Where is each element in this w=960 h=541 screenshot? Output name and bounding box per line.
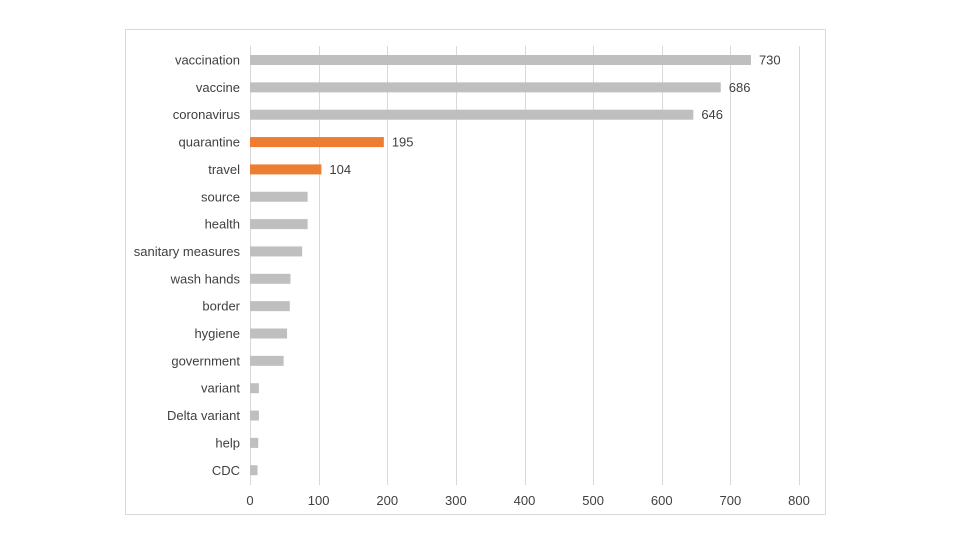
category-labels: vaccination vaccine coronavirus quarantine t… xyxy=(134,53,241,478)
bar-chart: vaccination vaccine coronavirus quarantine t… xyxy=(134,46,810,508)
data-label: 195 xyxy=(392,135,414,150)
bar-health xyxy=(250,219,308,230)
bars xyxy=(250,55,751,476)
data-label: 730 xyxy=(759,53,781,68)
category-label: wash hands xyxy=(170,271,241,286)
category-label: health xyxy=(205,217,240,232)
chart-frame: vaccination vaccine coronavirus quarantine t… xyxy=(125,29,826,515)
data-label: 686 xyxy=(729,80,751,95)
category-label: Delta variant xyxy=(167,408,240,423)
data-label: 646 xyxy=(701,107,723,122)
category-label: travel xyxy=(208,162,240,177)
bar-government xyxy=(250,355,284,366)
category-label: hygiene xyxy=(194,326,240,341)
bar-sanitary-measures xyxy=(250,246,303,257)
category-label: coronavirus xyxy=(173,107,241,122)
bar-cdc xyxy=(250,465,258,476)
bar-hygiene xyxy=(250,328,288,339)
bar-vaccination xyxy=(250,55,751,65)
x-tick-label: 300 xyxy=(445,493,467,508)
bar-travel xyxy=(250,164,322,175)
x-tick-label: 400 xyxy=(514,493,536,508)
data-label: 104 xyxy=(329,162,351,177)
category-label: source xyxy=(201,189,240,204)
bar-wash-hands xyxy=(250,273,291,284)
bar-quarantine xyxy=(250,137,384,148)
x-axis-tick-labels: 0 100 200 300 400 500 600 700 800 xyxy=(246,493,809,508)
category-label: quarantine xyxy=(179,135,240,150)
category-label: vaccination xyxy=(175,53,240,68)
category-label: help xyxy=(215,435,240,450)
data-labels: 730 686 646 195 104 xyxy=(329,53,780,177)
bar-vaccine xyxy=(250,82,721,93)
x-tick-label: 800 xyxy=(788,493,810,508)
bar-source xyxy=(250,191,308,202)
bar-coronavirus xyxy=(250,109,694,120)
category-label: variant xyxy=(201,381,240,396)
category-label: sanitary measures xyxy=(134,244,241,259)
bar-help xyxy=(250,437,259,448)
x-tick-label: 0 xyxy=(246,493,253,508)
category-label: CDC xyxy=(212,463,240,478)
category-label: border xyxy=(202,299,240,314)
bar-delta-variant xyxy=(250,410,259,421)
x-tick-label: 600 xyxy=(651,493,673,508)
category-label: government xyxy=(171,353,240,368)
category-label: vaccine xyxy=(196,80,240,95)
x-tick-label: 700 xyxy=(720,493,742,508)
x-tick-label: 100 xyxy=(308,493,330,508)
bar-variant xyxy=(250,383,259,394)
x-tick-label: 500 xyxy=(582,493,604,508)
bar-border xyxy=(250,301,290,312)
x-tick-label: 200 xyxy=(376,493,398,508)
